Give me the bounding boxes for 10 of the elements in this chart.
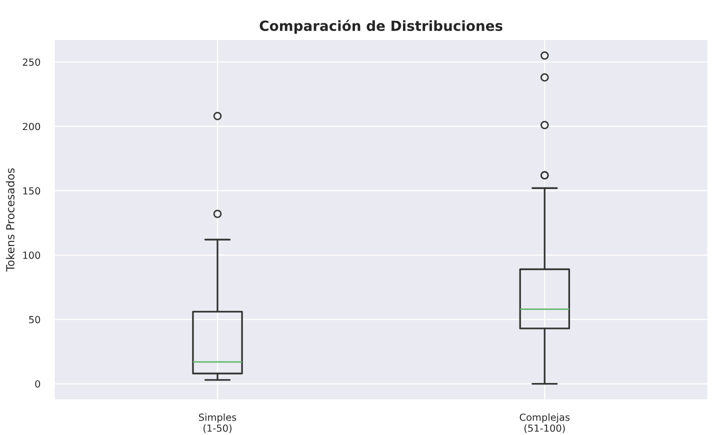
y-tick-label: 250 [22, 58, 40, 66]
x-tick-label: Simples (1-50) [199, 413, 236, 433]
y-tick-label: 150 [23, 187, 40, 195]
y-tick-label: 0 [35, 380, 40, 388]
x-tick-label: Complejas (51-100) [520, 413, 570, 433]
y-axis-title: Tokens Procesados [6, 168, 14, 272]
chart-title: Comparación de Distribuciones [260, 20, 502, 34]
y-tick-label: 200 [22, 122, 40, 130]
y-tick-label: 100 [23, 252, 40, 259]
y-tick-label: 50 [29, 316, 40, 324]
